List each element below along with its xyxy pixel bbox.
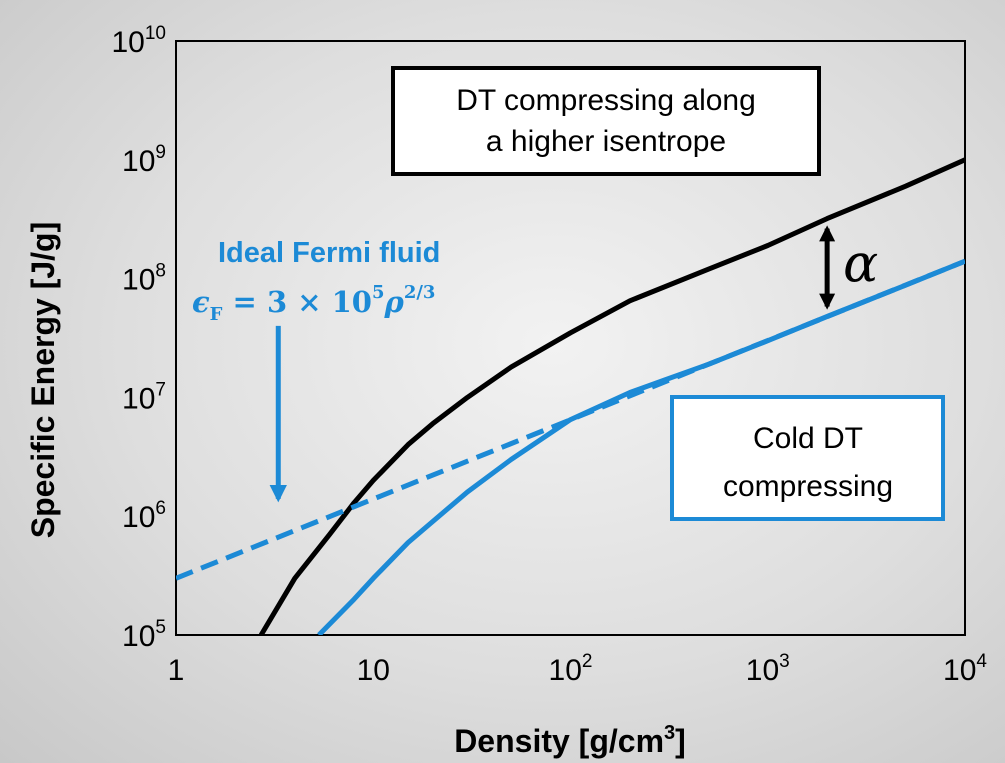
y-tick-label: 108 (122, 261, 166, 297)
cold-box-line-2: compressing (723, 470, 893, 503)
hot-box-line-1: DT compressing along (456, 84, 756, 117)
fermi-label-equation: ϵF = 3 × 105ρ2/3 (192, 282, 435, 325)
series-line-higher_isentrope (258, 157, 965, 635)
y-tick-label: 105 (122, 617, 166, 653)
x-tick-label: 104 (943, 651, 987, 687)
hot-box-line-2: a higher isentrope (486, 125, 726, 158)
series-layer (176, 157, 965, 635)
fermi-label-title: Ideal Fermi fluid (218, 237, 440, 269)
x-tick-label: 103 (746, 651, 790, 687)
y-tick-label: 106 (122, 498, 166, 534)
y-axis-ticks: 105 106 107 108 109 1010 (111, 23, 166, 653)
y-tick-label: 1010 (111, 23, 166, 59)
series-line-fermi (176, 258, 965, 581)
x-tick-label: 10 (357, 654, 390, 687)
fermi-label: Ideal Fermi fluid ϵF = 3 × 105ρ2/3 (192, 237, 440, 325)
y-axis-title: Specific Energy [J/g] (25, 222, 61, 539)
y-tick-label: 109 (122, 142, 166, 178)
x-tick-label: 1 (168, 654, 185, 687)
hot-box: DT compressing along a higher isentrope (391, 66, 821, 176)
x-axis-ticks: 1 10 102 103 104 (168, 651, 988, 687)
cold-box-line-1: Cold DT (753, 422, 863, 455)
plot-area (175, 40, 966, 636)
x-tick-label: 102 (549, 651, 593, 687)
gap-symbol: α (843, 235, 878, 295)
y-tick-label: 107 (122, 379, 166, 415)
x-axis-title: Density [g/cm3] (454, 722, 686, 759)
cold-box: Cold DT compressing (670, 395, 945, 521)
